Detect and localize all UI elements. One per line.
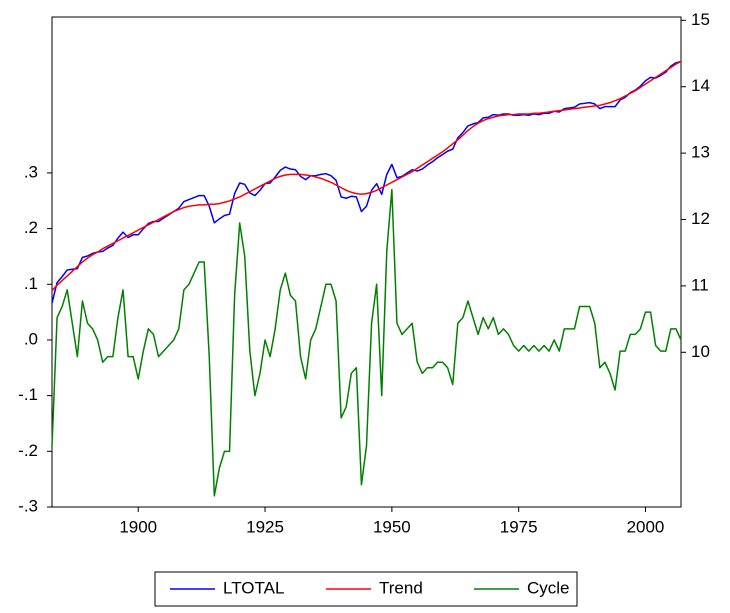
- legend-label: Trend: [379, 578, 423, 597]
- series-line: [51, 188, 682, 497]
- x-tick-label: 1975: [500, 517, 538, 536]
- y-tick-label: -.2: [18, 441, 38, 460]
- y2-tick-label: 14: [691, 76, 710, 95]
- x-tick-label: 2000: [627, 517, 665, 536]
- y-tick-label: -.1: [18, 385, 38, 404]
- y2-tick-label: 13: [691, 143, 710, 162]
- y-tick-label: .0: [24, 329, 38, 348]
- y2-tick-label: 12: [691, 209, 710, 228]
- y-tick-label: -.3: [18, 496, 38, 515]
- x-tick-label: 1900: [119, 517, 157, 536]
- x-tick-label: 1925: [246, 517, 284, 536]
- y-tick-label: .1: [24, 274, 38, 293]
- y2-tick-label: 15: [691, 10, 710, 29]
- y2-tick-label: 10: [691, 342, 710, 361]
- y2-tick-label: 11: [691, 275, 709, 294]
- legend-label: LTOTAL: [223, 578, 284, 597]
- y-tick-label: .3: [24, 162, 38, 181]
- series-line: [51, 60, 682, 292]
- x-tick-label: 1950: [373, 517, 411, 536]
- y-tick-label: .2: [24, 218, 38, 237]
- legend-label: Cycle: [527, 578, 570, 597]
- series-line: [51, 60, 682, 304]
- plot-frame: [51, 16, 682, 508]
